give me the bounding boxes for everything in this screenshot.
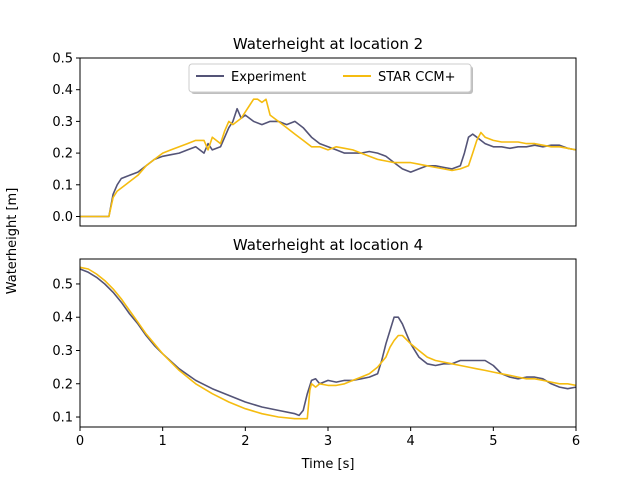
y-axis-label: Waterheight [m] [5,188,20,295]
legend-label-star-ccm: STAR CCM+ [378,70,456,85]
x-tick-label: 2 [241,434,249,449]
x-axis-label: Time [s] [301,457,355,472]
chart-location-2: Waterheight at location 2 Experiment STA… [52,35,577,227]
x-tick-label: 0 [76,434,84,449]
legend-box [188,63,472,93]
y-tick-label: 0.1 [52,178,73,193]
x-tick-label: 1 [159,434,167,449]
y-tick-label: 0.5 [52,277,73,292]
x-tick-label: 5 [489,434,497,449]
y-tick-label: 0.3 [52,344,73,359]
y-tick-label: 0.0 [52,210,73,225]
legend: Experiment STAR CCM+ [188,63,473,94]
y-tick-label: 0.1 [52,411,73,426]
y-tick-label: 0.2 [52,377,73,392]
y-tick-label: 0.3 [52,115,73,130]
series-line-experiment [79,268,577,417]
y-tick-label: 0.4 [52,311,73,326]
chart-title: Waterheight at location 2 [233,35,423,53]
x-tick-label: 6 [572,434,580,449]
y-tick-label: 0.5 [52,52,73,67]
chart-location-4: Waterheight at location 4 0.1 0.2 0.3 0.4 0.… [52,236,580,449]
x-tick-label: 3 [324,434,332,449]
y-tick-label: 0.4 [52,83,73,98]
chart-title: Waterheight at location 4 [233,236,423,254]
x-tick-label: 4 [407,434,415,449]
series-line-star-ccm [80,98,577,218]
plot-frame [79,57,577,227]
series-line-star-ccm [79,266,577,420]
y-tick-label: 0.2 [52,147,73,162]
series-line-experiment [80,107,577,218]
legend-label-experiment: Experiment [231,70,306,85]
